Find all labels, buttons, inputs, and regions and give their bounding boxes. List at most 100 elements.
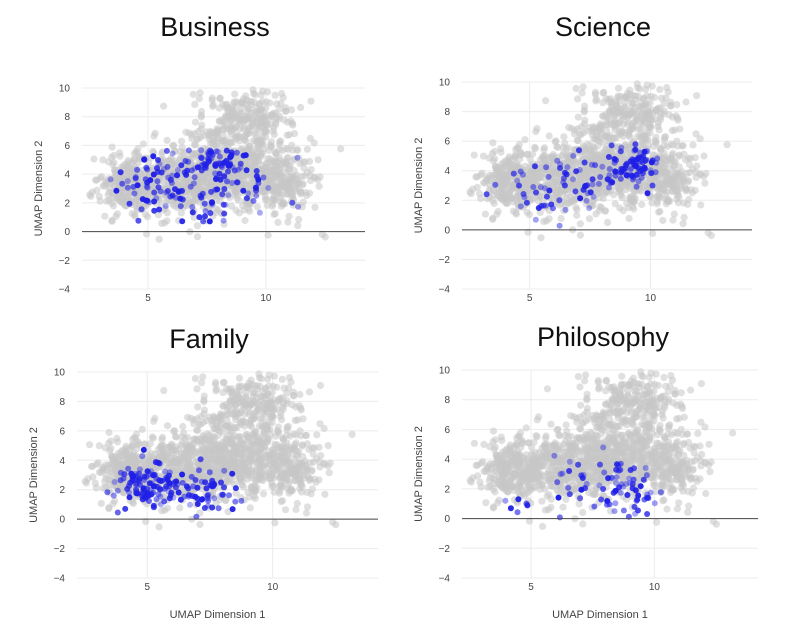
- background-point: [142, 230, 151, 238]
- background-point: [218, 116, 226, 124]
- background-point: [108, 143, 116, 151]
- background-point: [194, 403, 202, 411]
- background-point: [248, 423, 256, 431]
- highlight-point: [517, 168, 524, 175]
- background-point: [181, 434, 189, 443]
- background-point: [190, 213, 198, 221]
- highlight-point: [253, 185, 260, 192]
- background-point: [160, 449, 168, 457]
- y-tick-label: 6: [64, 141, 70, 152]
- background-point: [235, 173, 243, 181]
- background-point: [226, 123, 234, 131]
- highlight-point: [483, 191, 490, 198]
- background-point: [290, 430, 298, 438]
- highlight-point: [517, 203, 524, 210]
- background-point: [653, 200, 661, 208]
- background-point: [538, 153, 547, 161]
- background-point: [278, 174, 286, 182]
- background-point: [97, 499, 105, 507]
- background-point: [574, 113, 582, 121]
- background-point: [511, 153, 519, 161]
- x-tick-label: 10: [260, 293, 272, 304]
- background-point: [650, 93, 658, 101]
- background-point: [579, 83, 587, 91]
- background-point: [629, 92, 637, 100]
- y-tick-label: −4: [59, 285, 71, 296]
- background-point: [289, 194, 297, 202]
- highlight-point: [212, 160, 219, 167]
- background-point: [681, 156, 690, 164]
- background-point: [642, 100, 650, 108]
- y-tick-label: 6: [444, 137, 450, 148]
- background-point: [191, 195, 199, 203]
- background-point: [562, 145, 570, 153]
- background-point: [467, 190, 475, 198]
- highlight-point: [256, 209, 263, 216]
- background-point: [602, 132, 610, 140]
- background-point: [696, 170, 704, 178]
- background-point: [222, 401, 230, 409]
- background-point: [300, 172, 308, 180]
- background-point: [497, 148, 505, 156]
- background-point: [270, 210, 278, 218]
- background-point: [602, 95, 610, 103]
- background-point: [272, 149, 280, 157]
- highlight-point: [117, 169, 124, 176]
- background-point: [212, 378, 220, 386]
- highlight-point: [154, 178, 161, 185]
- background-point: [277, 183, 286, 191]
- highlight-point: [609, 179, 616, 186]
- background-point: [160, 387, 168, 395]
- chart-title: Science: [554, 12, 652, 42]
- background-point: [669, 216, 677, 224]
- highlight-point: [167, 193, 174, 200]
- background-point: [255, 136, 263, 144]
- background-point: [198, 107, 206, 116]
- highlight-point: [113, 187, 120, 194]
- background-point: [302, 431, 310, 440]
- background-point: [245, 142, 254, 150]
- background-point: [562, 201, 570, 209]
- highlight-point: [107, 176, 114, 183]
- background-point: [271, 109, 279, 117]
- y-tick-label: 4: [444, 166, 450, 177]
- background-point: [298, 442, 306, 450]
- highlight-point: [154, 168, 161, 175]
- background-point: [656, 85, 664, 94]
- background-point: [208, 94, 216, 102]
- background-point: [193, 385, 201, 393]
- highlight-point: [179, 196, 186, 203]
- background-point: [483, 174, 491, 182]
- background-point: [525, 175, 533, 183]
- background-point: [142, 518, 150, 526]
- background-point: [227, 202, 236, 210]
- highlight-point: [202, 213, 208, 220]
- background-point: [168, 449, 176, 457]
- highlight-point: [150, 153, 157, 160]
- background-point: [684, 178, 692, 186]
- background-point: [117, 461, 125, 469]
- background-point: [529, 195, 537, 203]
- background-point: [256, 463, 264, 471]
- background-point: [637, 125, 645, 133]
- background-point: [99, 463, 107, 471]
- background-point: [287, 173, 295, 181]
- background-point: [277, 100, 285, 108]
- background-point: [243, 104, 252, 112]
- background-point: [601, 111, 610, 119]
- background-point: [261, 422, 269, 430]
- highlight-point: [514, 177, 521, 184]
- highlight-point: [581, 159, 588, 166]
- background-point: [593, 128, 601, 136]
- background-point: [105, 480, 114, 488]
- background-point: [305, 445, 313, 454]
- highlight-point: [225, 168, 231, 175]
- background-point: [249, 137, 258, 145]
- background-point: [196, 520, 204, 528]
- background-point: [315, 182, 323, 190]
- highlight-point: [165, 174, 172, 181]
- highlight-point: [521, 194, 528, 201]
- background-point: [692, 130, 700, 138]
- background-point: [193, 233, 202, 241]
- background-point: [264, 88, 272, 96]
